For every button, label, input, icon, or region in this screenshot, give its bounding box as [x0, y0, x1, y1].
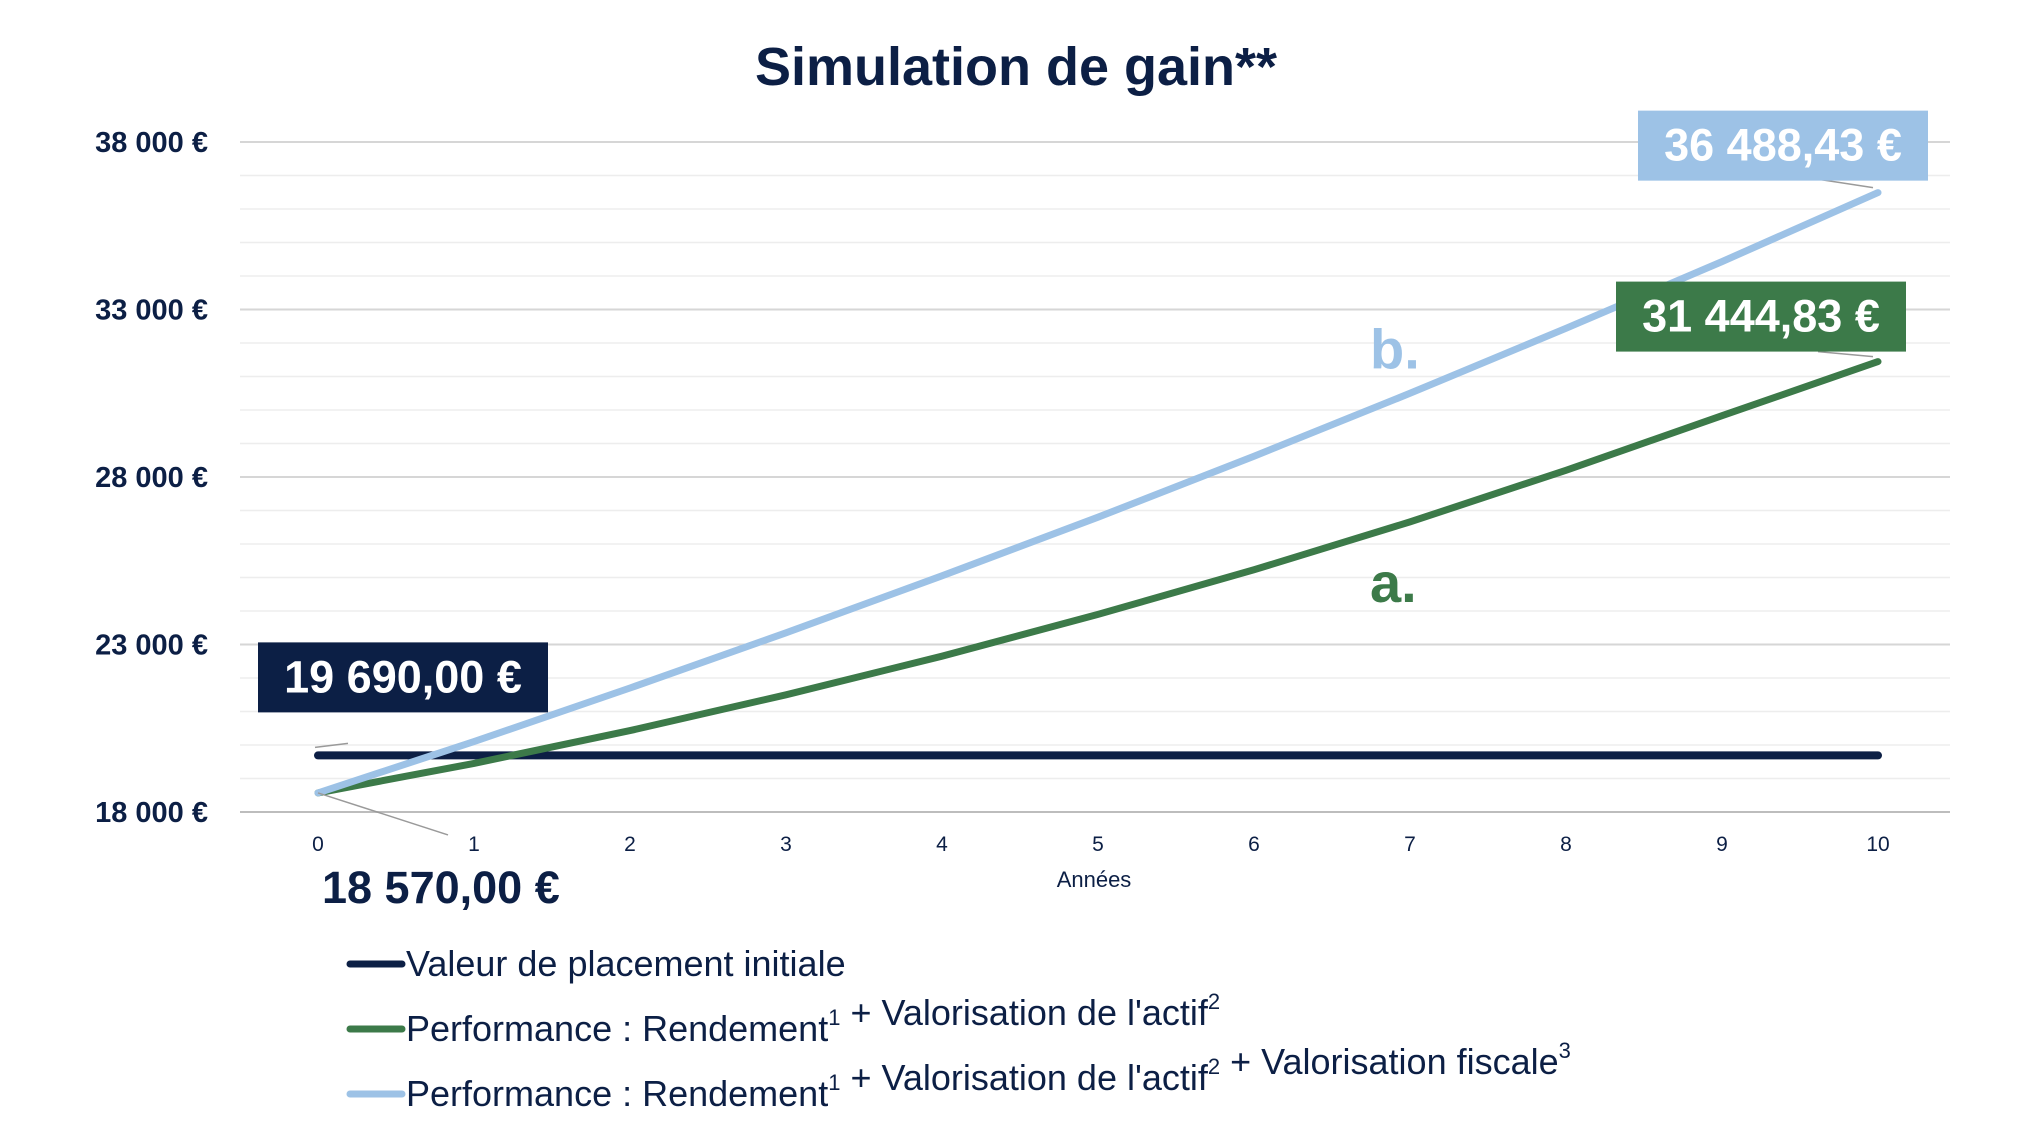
- x-tick-label: 0: [312, 833, 324, 856]
- x-tick-label: 4: [936, 833, 948, 856]
- callout-leader-line: [314, 742, 349, 749]
- y-tick-label: 38 000 €: [95, 127, 208, 159]
- x-tick-label: 9: [1716, 833, 1728, 856]
- x-tick-label: 5: [1092, 833, 1104, 856]
- legend-item: Valeur de placement initiale: [346, 943, 846, 984]
- callout-value: 18 570,00 €: [322, 862, 560, 913]
- x-axis-tick-labels: 0 1 2 3 4 5 6 7 8 9 10: [312, 833, 1890, 856]
- x-tick-label: 8: [1560, 833, 1572, 856]
- callout-box: [258, 642, 548, 713]
- x-tick-label: 6: [1248, 833, 1260, 856]
- legend-label: Performance : Rendement1 + Valorisation …: [406, 1038, 1571, 1114]
- legend-item: Performance : Rendement1 + Valorisation …: [346, 989, 1220, 1049]
- x-axis-label: Années: [1057, 867, 1132, 892]
- series-line: [314, 358, 1882, 797]
- callout-leader-line: [317, 792, 449, 836]
- legend-label: Performance : Rendement1 + Valorisation …: [406, 989, 1220, 1049]
- callout-value: 36 488,43 €: [1664, 120, 1902, 171]
- x-tick-label: 10: [1866, 833, 1889, 856]
- x-tick-label: 2: [624, 833, 636, 856]
- x-tick-label: 3: [780, 833, 792, 856]
- y-tick-label: 33 000 €: [95, 295, 208, 327]
- value-callouts: 19 690,00 € 18 570,00 € 31 444,83 € 36 488,…: [258, 110, 1928, 913]
- legend-item: Performance : Rendement1 + Valorisation …: [346, 1038, 1571, 1114]
- y-axis-tick-labels: 18 000 € 23 000 € 28 000 € 33 000 € 38 000 €: [95, 127, 208, 829]
- y-tick-label: 18 000 €: [95, 797, 208, 829]
- x-tick-label: 1: [468, 833, 480, 856]
- legend-label: Valeur de placement initiale: [406, 943, 846, 984]
- y-tick-label: 28 000 €: [95, 462, 208, 494]
- legend: Valeur de placement initiale Performance …: [346, 943, 1571, 1114]
- callout-value: 31 444,83 €: [1642, 291, 1880, 342]
- callout-box: [1616, 281, 1906, 352]
- callout-leader-line: [1817, 350, 1874, 358]
- series-letters: a. b.: [1370, 317, 1420, 614]
- callout-value: 19 690,00 €: [284, 651, 522, 702]
- callout-box: [1638, 110, 1928, 181]
- x-tick-label: 7: [1404, 833, 1416, 856]
- series-letter: a.: [1370, 551, 1417, 614]
- chart-title: Simulation de gain**: [755, 37, 1277, 97]
- series-letter: b.: [1370, 317, 1420, 380]
- y-tick-label: 23 000 €: [95, 630, 208, 662]
